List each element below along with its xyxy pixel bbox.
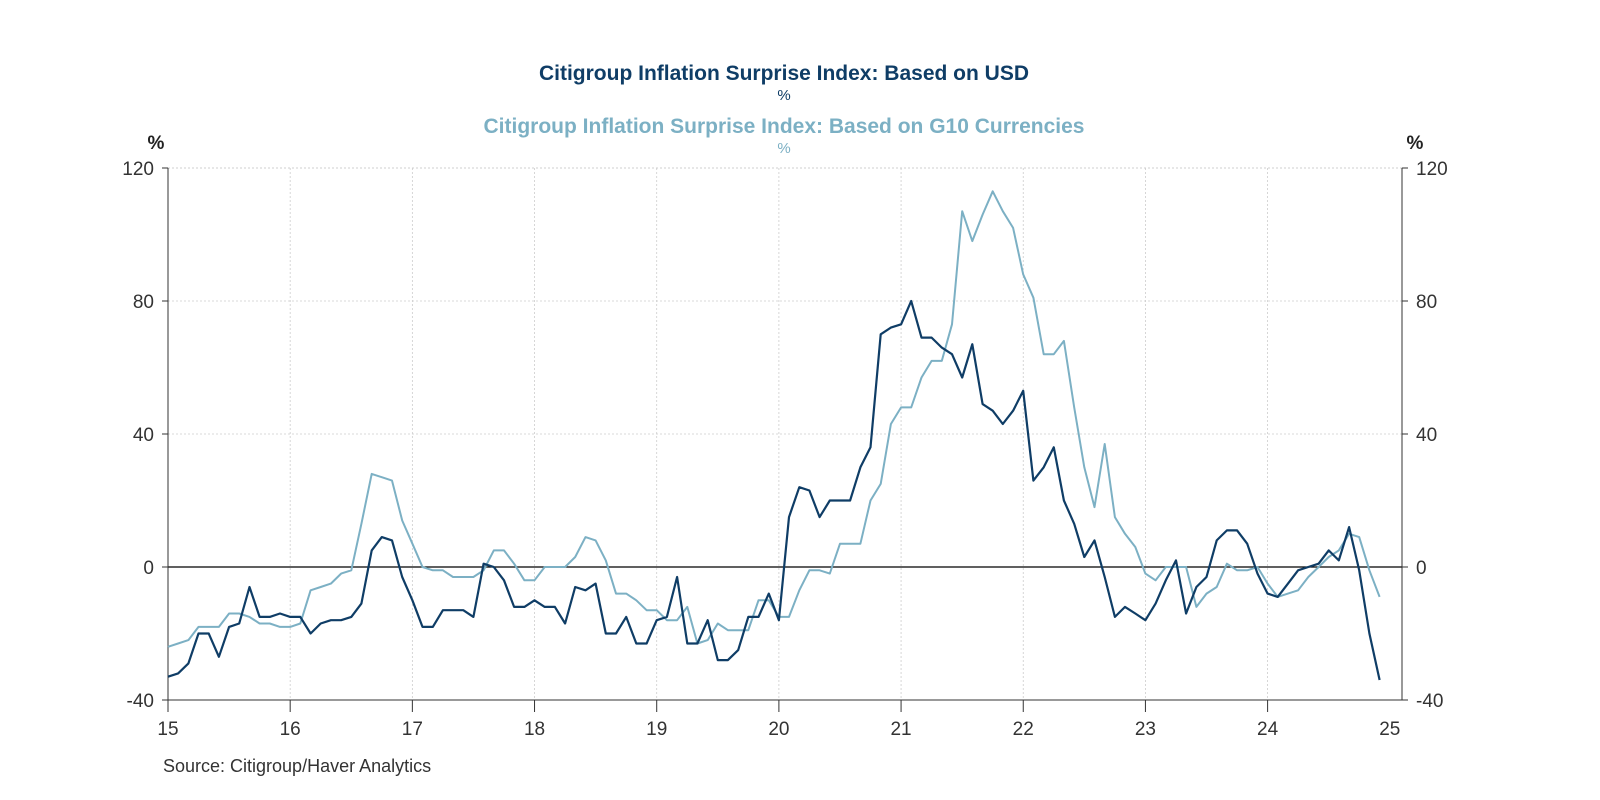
x-tick-label: 24 [1257, 719, 1279, 740]
y-tick-label-right: 120 [1416, 159, 1448, 180]
left-axis-unit: % [148, 133, 165, 154]
x-tick-label: 19 [646, 719, 667, 740]
x-tick-label: 16 [280, 719, 301, 740]
right-axis-unit: % [1407, 133, 1424, 154]
x-tick-label: 22 [1013, 719, 1034, 740]
chart-title-g10-unit: % [777, 140, 790, 157]
x-tick-label: 18 [524, 719, 545, 740]
chart-title-usd-unit: % [777, 87, 790, 104]
y-tick-label-left: -40 [127, 691, 154, 712]
chart-title-g10: Citigroup Inflation Surprise Index: Base… [484, 115, 1085, 138]
y-tick-label-right: 80 [1416, 292, 1437, 313]
source-note: Source: Citigroup/Haver Analytics [163, 756, 431, 776]
axis-layer: -40 -40 0 0 40 40 80 80 120 120 15 16 17 18 19 20 21 22 23… [122, 159, 1447, 740]
y-tick-label-right: -40 [1416, 691, 1443, 712]
x-tick-label: 20 [768, 719, 789, 740]
y-tick-label-right: 40 [1416, 425, 1437, 446]
x-tick-label: 25 [1379, 719, 1400, 740]
series-line-g10 [167, 190, 1381, 648]
x-tick-label: 17 [402, 719, 423, 740]
x-tick-label: 21 [890, 719, 911, 740]
x-tick-label: 15 [157, 719, 178, 740]
series-layer [167, 190, 1381, 681]
y-tick-label-left: 120 [122, 159, 154, 180]
y-tick-label-left: 40 [133, 425, 154, 446]
y-tick-label-right: 0 [1416, 558, 1427, 579]
series-line-usd [167, 299, 1381, 681]
grid-layer [168, 167, 1402, 700]
y-tick-label-left: 0 [143, 558, 154, 579]
chart-title-usd: Citigroup Inflation Surprise Index: Base… [539, 62, 1029, 85]
y-tick-label-left: 80 [133, 292, 154, 313]
x-tick-label: 23 [1135, 719, 1156, 740]
